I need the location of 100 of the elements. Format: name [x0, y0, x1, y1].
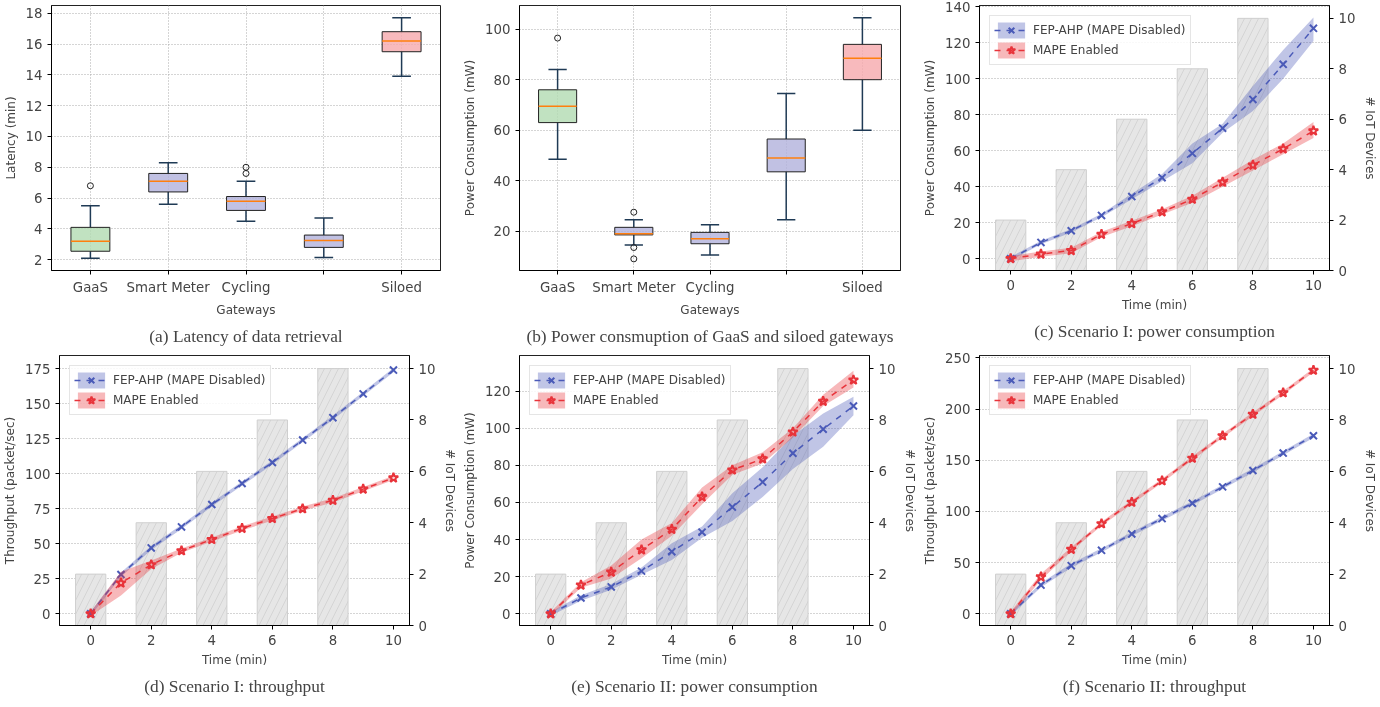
legend-label: FEP-AHP (MAPE Disabled) [1033, 23, 1186, 37]
x-tick-label: Smart Meter [592, 279, 676, 295]
x-tick-label: 0 [86, 632, 95, 648]
y-tick-label: 120 [945, 35, 971, 51]
text: (d) Scenario I: throughput [144, 676, 325, 696]
y2-tick-label: 0 [1338, 618, 1347, 634]
y-tick-label: 75 [33, 501, 51, 517]
y-tick-label: 80 [493, 72, 511, 88]
y2-tick-label: 6 [878, 464, 887, 480]
y-tick-label: 20 [493, 224, 511, 240]
y-tick-label: 150 [945, 453, 971, 469]
x-axis-title: Time (min) [1120, 652, 1188, 667]
x-tick-label: 2 [1067, 632, 1076, 648]
y2-tick-label: 4 [418, 515, 427, 531]
y2-tick-label: 2 [1338, 567, 1347, 583]
legend-label: FEP-AHP (MAPE Disabled) [1033, 373, 1186, 387]
legend-label: MAPE Enabled [1033, 43, 1119, 57]
y2-tick-label: 4 [1338, 162, 1347, 178]
y-tick-label: 6 [34, 191, 43, 207]
y-tick-label: 40 [493, 532, 511, 548]
y-tick-label: 50 [953, 555, 971, 571]
y2-tick-label: 0 [418, 618, 427, 634]
x-tick-label: 0 [1006, 632, 1015, 648]
y-tick-label: 0 [42, 606, 51, 622]
y-tick-label: 0 [962, 606, 971, 622]
legend-label: FEP-AHP (MAPE Disabled) [113, 373, 266, 387]
y-axis-title: Throughput (packet/sec) [3, 416, 18, 566]
legend-label: FEP-AHP (MAPE Disabled) [573, 373, 726, 387]
y2-axis-title: # IoT Devices [903, 448, 918, 533]
x-tick-label: Cycling [221, 279, 271, 295]
y2-tick-label: 6 [418, 464, 427, 480]
text: (a) Latency of data retrieval [149, 326, 343, 346]
y-tick-label: 120 [485, 384, 511, 400]
y-tick-label: 80 [953, 107, 971, 123]
y2-tick-label: 8 [878, 412, 887, 428]
y-axis-title: Latency (min) [3, 96, 18, 180]
legend-label: MAPE Enabled [573, 393, 659, 407]
y-tick-label: 125 [25, 431, 51, 447]
y2-tick-label: 2 [1338, 213, 1347, 229]
text: (c) Scenario I: power consumption [1034, 321, 1276, 341]
y2-tick-label: 10 [1338, 11, 1356, 27]
y-tick-label: 100 [485, 421, 511, 437]
x-tick-label: 10 [1304, 632, 1322, 648]
y2-tick-label: 2 [878, 567, 887, 583]
y2-axis-title: # IoT Devices [1363, 96, 1378, 180]
y2-axis-title: # IoT Devices [443, 448, 458, 533]
x-tick-label: 6 [728, 632, 737, 648]
x-tick-label: 8 [328, 632, 338, 648]
x-axis-title: Time (min) [660, 652, 728, 667]
y-tick-label: 4 [34, 221, 43, 237]
y-tick-label: 140 [945, 0, 971, 15]
y2-tick-label: 10 [878, 361, 896, 377]
y2-tick-label: 4 [1338, 515, 1347, 531]
y-tick-label: 20 [493, 569, 511, 585]
y2-tick-label: 8 [418, 412, 427, 428]
y-tick-label: 25 [33, 571, 51, 587]
x-tick-label: Smart Meter [126, 279, 211, 295]
x-tick-label: 0 [1006, 277, 1015, 293]
y2-tick-label: 4 [878, 515, 887, 531]
x-tick-label: GaaS [540, 279, 576, 295]
y2-tick-label: 6 [1338, 464, 1347, 480]
y2-tick-label: 8 [1338, 412, 1347, 428]
x-tick-label: 4 [207, 632, 217, 648]
y-tick-label: 0 [502, 606, 511, 622]
x-tick-label: 2 [147, 632, 156, 648]
x-tick-label: 6 [1188, 277, 1197, 293]
y-tick-label: 250 [945, 350, 971, 366]
x-tick-label: 2 [607, 632, 616, 648]
y-tick-label: 0 [962, 251, 971, 267]
y-tick-label: 18 [25, 6, 43, 22]
x-tick-label: 10 [844, 632, 862, 648]
legend-label: MAPE Enabled [113, 393, 199, 407]
y-tick-label: 100 [945, 504, 971, 520]
y-tick-label: 100 [485, 22, 511, 38]
y-tick-label: 2 [34, 252, 43, 268]
x-tick-label: 6 [268, 632, 277, 648]
y-tick-label: 50 [33, 536, 51, 552]
x-tick-label: 8 [1248, 632, 1258, 648]
y-axis-title: Power Consumption (mW) [923, 59, 938, 217]
x-tick-label: 0 [546, 632, 555, 648]
y-axis-title: Throughput (packet/sec) [923, 416, 938, 566]
y2-axis-title: # IoT Devices [1363, 448, 1378, 533]
x-axis-title: Gateways [216, 302, 276, 317]
y-tick-label: 20 [953, 215, 971, 231]
x-tick-label: 10 [384, 632, 402, 648]
y-axis-title: Power Consumption (mW) [463, 59, 478, 217]
y-tick-label: 40 [953, 179, 971, 195]
x-axis-title: Time (min) [1120, 297, 1188, 312]
x-tick-label: 4 [667, 632, 677, 648]
y2-tick-label: 0 [878, 618, 887, 634]
y-tick-label: 14 [25, 67, 43, 83]
y2-tick-label: 8 [1338, 61, 1347, 77]
y2-tick-label: 10 [418, 361, 436, 377]
y2-tick-label: 6 [1338, 112, 1347, 128]
y-tick-label: 60 [493, 495, 511, 511]
y-tick-label: 100 [945, 71, 971, 87]
x-tick-label: 8 [788, 632, 798, 648]
x-tick-label: Cycling [685, 279, 735, 295]
x-axis-title: Time (min) [200, 652, 268, 667]
x-tick-label: 6 [1188, 632, 1197, 648]
